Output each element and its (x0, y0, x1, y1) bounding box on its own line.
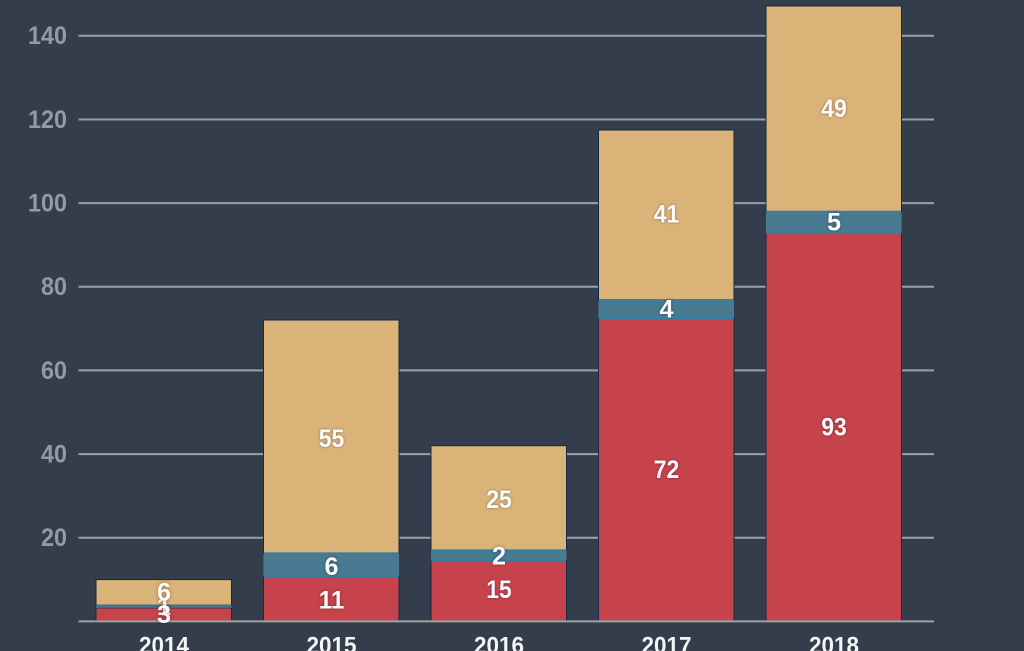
svg-text:2018: 2018 (809, 632, 859, 651)
svg-text:2: 2 (492, 542, 506, 570)
svg-text:11: 11 (319, 587, 345, 615)
svg-text:25: 25 (486, 486, 512, 514)
svg-text:2015: 2015 (307, 632, 357, 651)
svg-text:100: 100 (28, 191, 67, 218)
svg-text:93: 93 (821, 414, 847, 442)
svg-text:6: 6 (324, 553, 338, 581)
svg-text:6: 6 (157, 579, 171, 607)
svg-text:72: 72 (654, 456, 680, 484)
svg-text:40: 40 (41, 442, 67, 469)
svg-text:1: 1 (157, 593, 171, 621)
svg-text:5: 5 (827, 208, 841, 236)
svg-text:4: 4 (659, 295, 673, 323)
svg-text:120: 120 (28, 107, 67, 134)
svg-text:2014: 2014 (139, 632, 189, 651)
svg-text:49: 49 (821, 95, 847, 123)
svg-text:3: 3 (157, 601, 171, 629)
svg-text:15: 15 (486, 576, 512, 604)
svg-text:41: 41 (654, 201, 680, 229)
svg-text:60: 60 (41, 358, 67, 385)
svg-text:140: 140 (28, 23, 67, 50)
svg-text:20: 20 (41, 525, 67, 552)
svg-text:55: 55 (319, 425, 345, 453)
svg-text:2016: 2016 (474, 632, 524, 651)
svg-text:80: 80 (41, 274, 67, 301)
svg-text:2017: 2017 (642, 632, 692, 651)
